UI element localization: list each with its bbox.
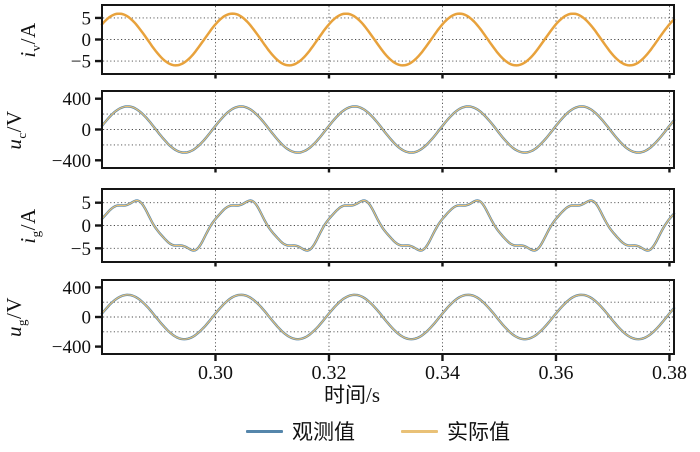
y-axis-label-iv: iv/A <box>15 22 44 58</box>
y-axis-label-uc: uc/V <box>1 110 30 150</box>
subplot-ug: 400 0 −400 0.30 0.32 0.34 0.36 0.38 <box>52 278 687 384</box>
x-tick-label: 0.38 <box>652 362 687 384</box>
y-tick-label: −5 <box>71 52 91 73</box>
subplot-ig: 50−5 <box>71 188 676 267</box>
legend-label-actual: 实际值 <box>447 420 510 444</box>
actual-line <box>101 294 675 340</box>
y-tick-label: 0 <box>82 216 92 237</box>
subplot-uc: 400 0 −400 <box>52 89 676 173</box>
actual-line <box>100 12 676 67</box>
y-tick-label: 400 <box>63 278 92 299</box>
y-tick-label: 5 <box>82 193 92 214</box>
x-axis-title: 时间/s <box>323 383 381 407</box>
y-axis-label-ig: ig/A <box>15 208 44 244</box>
y-tick-label: 0 <box>82 120 92 141</box>
y-tick-label: −5 <box>71 239 91 260</box>
legend-label-observed: 观测值 <box>292 420 355 444</box>
y-tick-label: −400 <box>52 337 91 358</box>
x-tick-label: 0.36 <box>538 362 573 384</box>
subplot-iv: 50−5 <box>71 4 676 79</box>
x-tick-label: 0.32 <box>311 362 346 384</box>
actual-line <box>101 199 675 252</box>
x-tick-label: 0.30 <box>198 362 233 384</box>
legend: 观测值 实际值 <box>246 416 510 446</box>
observed-line-swatch <box>246 429 283 433</box>
actual-line <box>101 105 675 154</box>
actual-line-swatch <box>401 429 438 433</box>
legend-item-observed: 观测值 <box>246 416 355 446</box>
x-tick-label: 0.34 <box>425 362 460 384</box>
y-tick-label: 0 <box>82 308 92 329</box>
y-tick-label: 400 <box>63 89 92 110</box>
y-tick-label: −400 <box>52 151 91 172</box>
y-axis-label-ug: ug/V <box>1 297 30 337</box>
legend-item-actual: 实际值 <box>401 416 510 446</box>
y-tick-label: 0 <box>82 30 92 51</box>
y-tick-label: 5 <box>82 8 92 29</box>
